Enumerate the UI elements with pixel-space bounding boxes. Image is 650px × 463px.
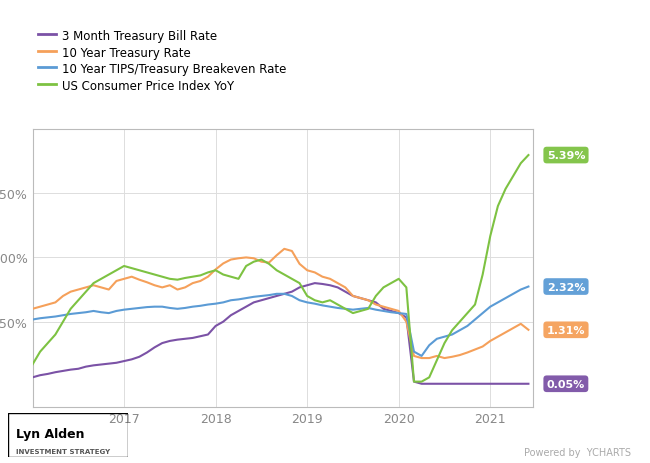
Legend: 3 Month Treasury Bill Rate, 10 Year Treasury Rate, 10 Year TIPS/Treasury Breakev: 3 Month Treasury Bill Rate, 10 Year Trea…: [38, 30, 287, 93]
Text: Powered by  YCHARTS: Powered by YCHARTS: [523, 447, 630, 457]
Text: Lyn Alden: Lyn Alden: [16, 427, 84, 440]
Text: 5.39%: 5.39%: [547, 151, 585, 161]
Text: 1.31%: 1.31%: [547, 325, 585, 335]
Text: 0.05%: 0.05%: [547, 379, 585, 389]
Text: INVESTMENT STRATEGY: INVESTMENT STRATEGY: [16, 448, 111, 454]
Text: 2.32%: 2.32%: [547, 282, 585, 292]
